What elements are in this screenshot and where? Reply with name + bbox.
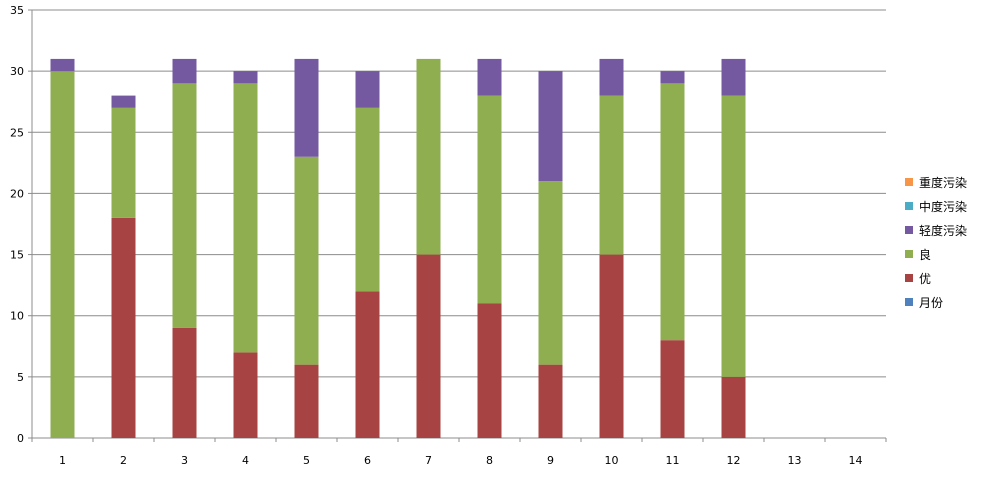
bar-segment (355, 107, 380, 292)
legend-swatch (905, 274, 913, 282)
bar-segment (660, 71, 685, 84)
bar-segment (721, 376, 746, 438)
bar-segment (721, 95, 746, 377)
bar-segment (50, 71, 75, 439)
x-tick-label: 8 (486, 454, 493, 467)
bar-segment (538, 181, 563, 365)
legend-swatch (905, 178, 913, 186)
x-tick-label: 13 (788, 454, 802, 467)
bar-segment (172, 327, 197, 438)
y-tick-label: 10 (10, 310, 24, 323)
y-tick-label: 25 (10, 126, 24, 139)
bar-segment (538, 364, 563, 438)
legend-label: 轻度污染 (919, 223, 968, 238)
x-tick-labels: 1 2 3 4 5 6 7 8 9 10 11 12 13 14 (59, 454, 863, 467)
bar-segment (111, 107, 136, 218)
x-tick-label: 10 (605, 454, 619, 467)
bars (50, 58, 746, 439)
x-tick-label: 12 (727, 454, 741, 467)
legend-swatch (905, 226, 913, 234)
bar-segment (355, 71, 380, 108)
legend: 重度污染 中度污染 轻度污染 良 优 月份 (905, 170, 967, 314)
bar-segment (599, 254, 624, 438)
bar-segment (111, 95, 136, 108)
bar-segment (660, 340, 685, 438)
y-tick-label: 20 (10, 187, 24, 200)
y-tick-label: 5 (17, 371, 24, 384)
bar-segment (416, 254, 441, 438)
legend-label: 重度污染 (919, 175, 968, 190)
legend-item: 轻度污染 (905, 218, 967, 242)
bar-segment (111, 217, 136, 438)
y-tick-label: 0 (17, 432, 24, 445)
bar-segment (538, 71, 563, 182)
bar-segment (233, 352, 258, 438)
legend-item: 月份 (905, 290, 967, 314)
bar-segment (233, 83, 258, 353)
bar-segment (599, 58, 624, 96)
bar-segment (172, 83, 197, 328)
legend-label: 良 (919, 247, 932, 262)
bar-segment (172, 58, 197, 84)
bar-segment (50, 58, 75, 72)
legend-item: 重度污染 (905, 170, 967, 194)
bar-segment (721, 58, 746, 96)
y-tick-label: 30 (10, 65, 24, 78)
bar-segment (355, 291, 380, 438)
legend-swatch (905, 202, 913, 210)
x-tick-label: 7 (425, 454, 432, 467)
gridlines (32, 9, 886, 439)
x-tick-label: 1 (59, 454, 66, 467)
bar-segment (416, 58, 441, 255)
x-tick-label: 2 (120, 454, 127, 467)
legend-label: 月份 (919, 295, 944, 310)
bar-segment (599, 95, 624, 255)
legend-item: 优 (905, 266, 967, 290)
y-tick-labels: 0 5 10 15 20 25 30 35 (10, 4, 24, 445)
bar-segment (294, 156, 319, 365)
bar-segment (233, 71, 258, 84)
x-tick-label: 14 (849, 454, 863, 467)
bar-segment (477, 95, 502, 304)
x-tick-label: 4 (242, 454, 249, 467)
bar-segment (294, 58, 319, 157)
legend-swatch (905, 250, 913, 258)
x-tick-label: 3 (181, 454, 188, 467)
legend-label: 中度污染 (919, 199, 968, 214)
x-tick-label: 9 (547, 454, 554, 467)
y-tick-label: 15 (10, 249, 24, 262)
y-tick-label: 35 (10, 4, 24, 17)
x-tick-label: 5 (303, 454, 310, 467)
legend-swatch (905, 298, 913, 306)
bar-segment (660, 83, 685, 341)
x-tick-label: 6 (364, 454, 371, 467)
legend-item: 良 (905, 242, 967, 266)
bar-segment (477, 303, 502, 438)
x-tick-label: 11 (666, 454, 680, 467)
bar-segment (477, 58, 502, 96)
bar-segment (294, 364, 319, 438)
legend-item: 中度污染 (905, 194, 967, 218)
legend-label: 优 (919, 271, 932, 286)
